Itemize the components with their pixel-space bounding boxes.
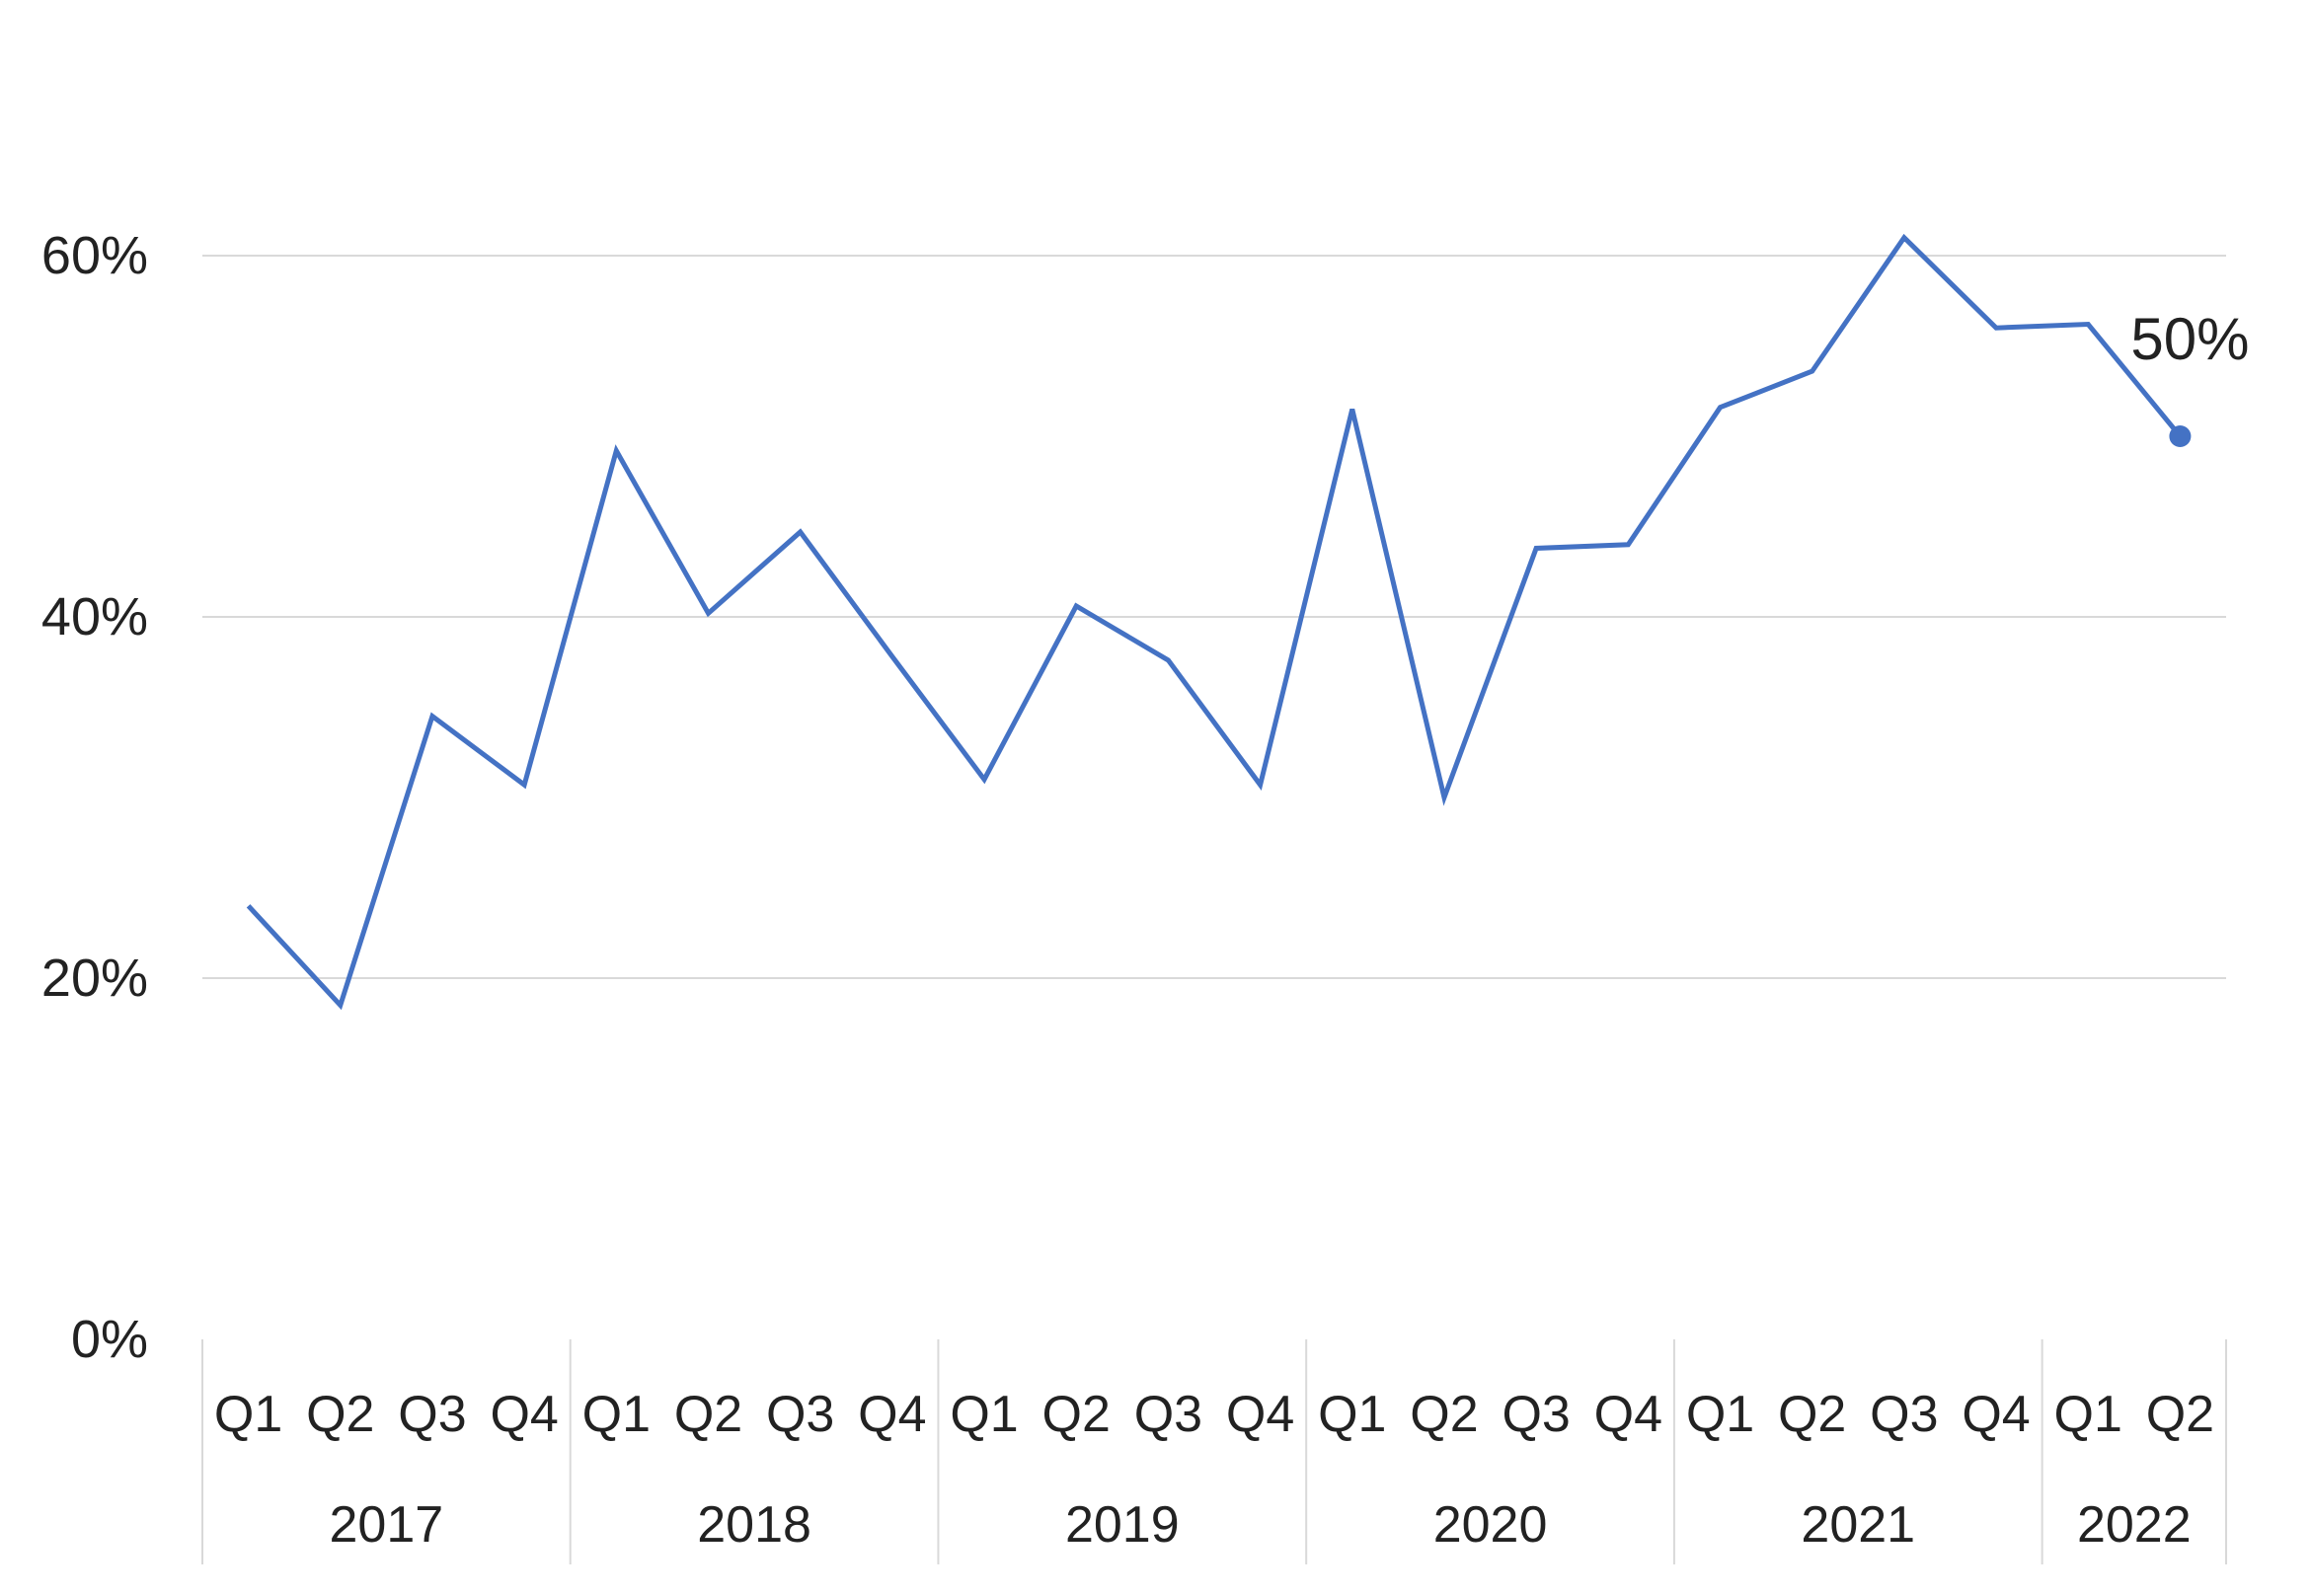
quarter-label: Q1 <box>2054 1386 2122 1443</box>
quarter-label: Q4 <box>858 1386 926 1443</box>
y-axis: 0% 20% 40% 60% <box>41 226 148 1369</box>
year-label: 2019 <box>1065 1496 1180 1554</box>
quarter-label: Q1 <box>950 1386 1018 1443</box>
data-label: 50% <box>2130 306 2249 372</box>
y-tick-label: 0% <box>71 1310 148 1369</box>
data-labels: 50% <box>2130 306 2249 372</box>
data-point-marker <box>2169 425 2192 447</box>
quarter-label: Q2 <box>1410 1386 1478 1443</box>
quarter-label: Q3 <box>1870 1386 1938 1443</box>
quarter-label: Q1 <box>1318 1386 1386 1443</box>
y-tick-label: 40% <box>41 587 148 646</box>
year-label: 2017 <box>330 1496 444 1554</box>
quarter-label: Q3 <box>766 1386 834 1443</box>
quarter-label: Q3 <box>1134 1386 1202 1443</box>
quarter-label: Q1 <box>214 1386 282 1443</box>
quarter-label: Q2 <box>1042 1386 1111 1443</box>
y-tick-label: 60% <box>41 226 148 285</box>
quarter-label: Q1 <box>1686 1386 1754 1443</box>
quarter-label: Q3 <box>1502 1386 1570 1443</box>
quarter-label: Q4 <box>1226 1386 1294 1443</box>
year-label: 2018 <box>697 1496 811 1554</box>
quarter-label: Q1 <box>582 1386 651 1443</box>
quarter-label: Q4 <box>1962 1386 2030 1443</box>
quarter-label: Q4 <box>490 1386 558 1443</box>
quarter-label: Q2 <box>2146 1386 2214 1443</box>
quarter-label: Q4 <box>1594 1386 1662 1443</box>
y-tick-label: 20% <box>41 949 148 1008</box>
quarter-label: Q2 <box>674 1386 742 1443</box>
gridlines <box>202 255 2226 979</box>
quarter-label: Q2 <box>306 1386 374 1443</box>
year-label: 2022 <box>2077 1496 2192 1554</box>
quarter-label: Q3 <box>398 1386 466 1443</box>
series-layer <box>246 233 2192 1011</box>
quarter-label: Q2 <box>1778 1386 1846 1443</box>
year-label: 2020 <box>1433 1496 1548 1554</box>
x-axis: 2017 2018 2019 2020 2021 2022 Q1 Q2 Q3 Q4 Q1 Q2 Q3 Q4… <box>201 1339 2227 1564</box>
year-label: 2021 <box>1801 1496 1915 1554</box>
series-line <box>246 233 2183 1011</box>
